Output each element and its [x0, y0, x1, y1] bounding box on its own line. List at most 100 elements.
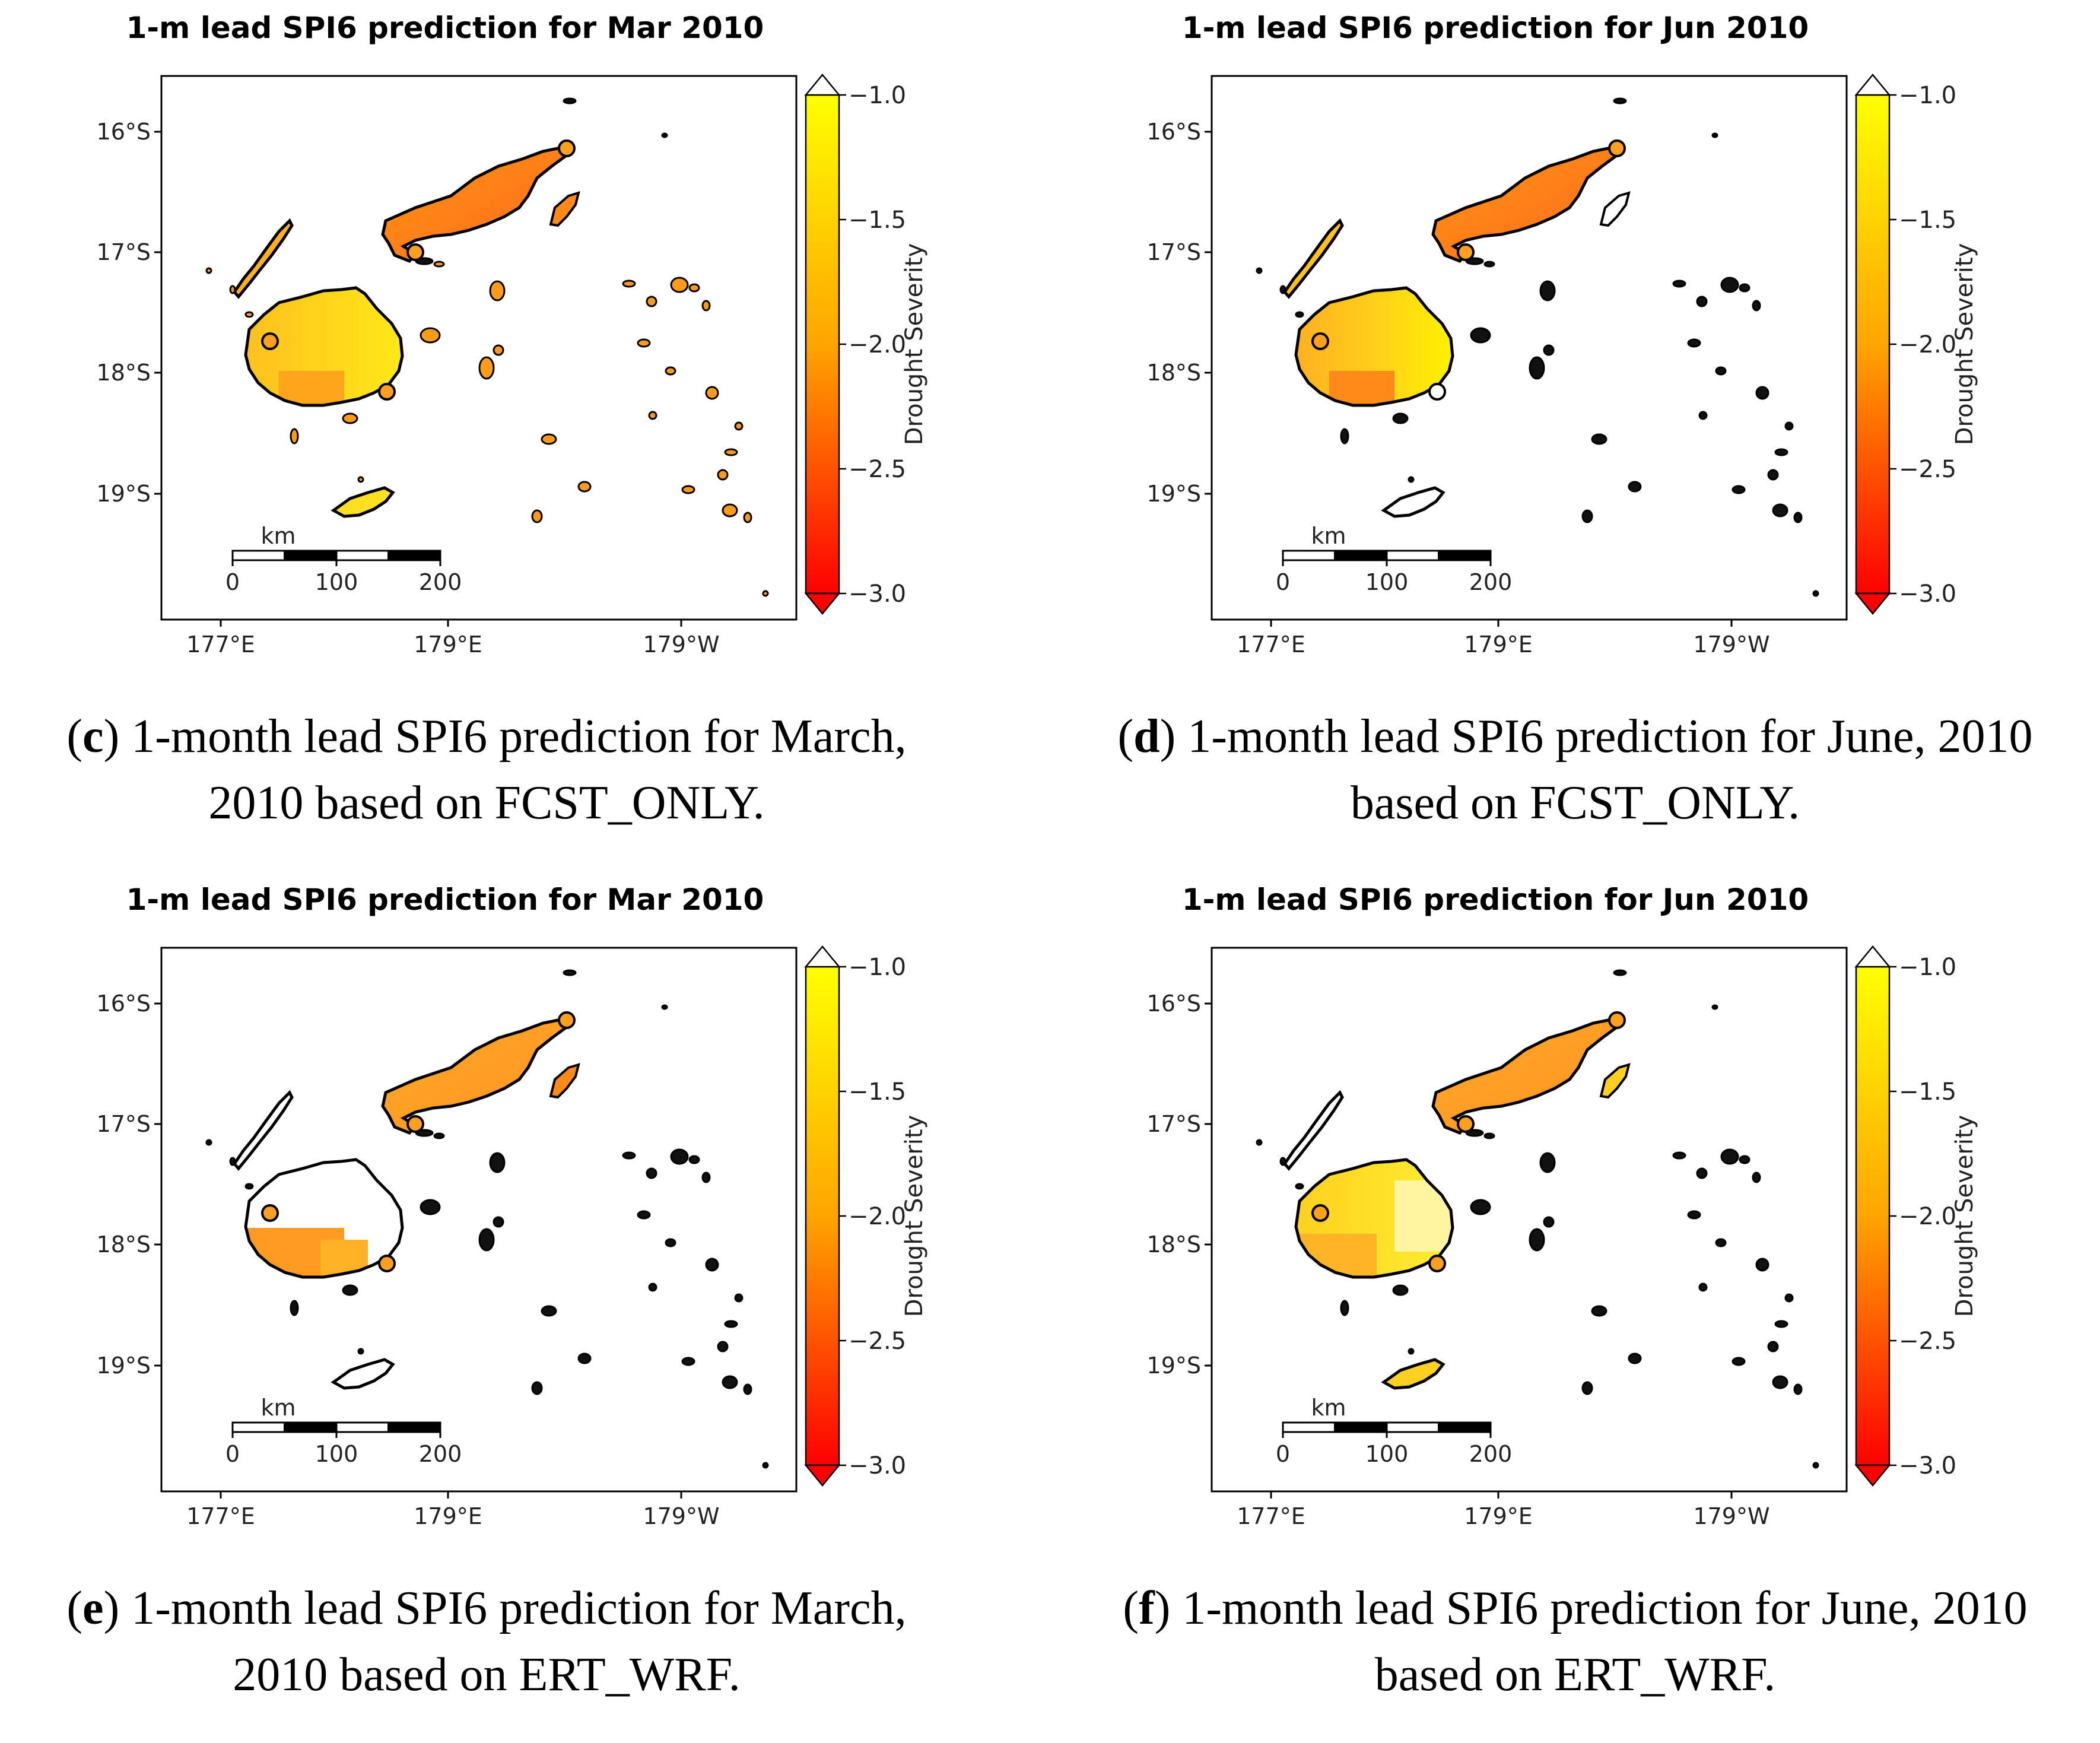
small-island — [646, 1167, 657, 1179]
small-island — [1392, 412, 1409, 424]
colorbar-extend-bottom — [804, 1464, 841, 1487]
small-island — [1772, 503, 1788, 517]
colorbar-extend-bottom — [1854, 1464, 1891, 1487]
scale-unit: km — [1311, 523, 1346, 549]
small-island — [1711, 132, 1718, 138]
plot-frame — [1211, 75, 1848, 621]
colorbar: −1.0 −1.5 −2.0 −2.5 −3.0 Drought Severity — [1854, 945, 1978, 1487]
colorbar-label: Drought Severity — [901, 1115, 928, 1317]
small-island — [734, 421, 744, 431]
lat-tick-label: 19°S — [97, 481, 151, 507]
lat-tick-label: 16°S — [97, 119, 151, 145]
caption-line-1: ) 1-month lead SPI6 prediction for June,… — [1159, 710, 2033, 763]
kadavu-island — [331, 486, 395, 518]
small-island — [577, 1353, 592, 1364]
map-area: 16°S 17°S 18°S 19°S 177°E 179°E 179°W km 0 100 200… — [97, 945, 928, 1529]
scale-label: 200 — [1469, 569, 1513, 595]
viti-levu-coast — [1294, 286, 1454, 407]
lon-tick-label: 177°E — [1237, 1503, 1305, 1529]
small-island — [1672, 1151, 1686, 1160]
map-area: 16°S 17°S 18°S 19°S 177°E 179°E 179°W km 0 100 200… — [97, 74, 928, 658]
small-island — [229, 1157, 236, 1166]
panel-e: 1-m lead SPI6 prediction for Mar 2010 16… — [0, 872, 1050, 1743]
lon-tick-label: 179°E — [1464, 1503, 1533, 1529]
lat-tick-label: 19°S — [1147, 481, 1201, 507]
small-island — [489, 1152, 506, 1173]
lat-tick-label: 16°S — [97, 990, 151, 1017]
figure-caption: (e) 1-month lead SPI6 prediction for Mar… — [66, 1582, 907, 1701]
scale-label: 0 — [1276, 1441, 1290, 1467]
colorbar-label: Drought Severity — [1951, 243, 1978, 446]
city-marker — [406, 1115, 424, 1133]
lat-tick-label: 18°S — [97, 1231, 151, 1258]
small-island — [563, 97, 577, 104]
small-island — [701, 300, 711, 312]
yasawa-islands — [1282, 1090, 1344, 1171]
scale-segment — [387, 1421, 441, 1433]
lon-tick-label: 179°E — [1464, 631, 1533, 658]
small-island — [762, 590, 769, 597]
lat-tick-label: 19°S — [1147, 1353, 1201, 1379]
scale-segment — [1334, 550, 1388, 561]
small-island — [1543, 344, 1555, 356]
colorbar-tick-label: −1.0 — [849, 82, 906, 109]
small-island — [1529, 356, 1545, 380]
small-island — [1279, 1157, 1286, 1166]
small-island — [734, 1293, 744, 1303]
small-island — [1698, 411, 1708, 420]
small-island — [1772, 1375, 1788, 1389]
scale-segment — [1386, 550, 1440, 561]
scale-bar: km 0 100 200 — [225, 523, 462, 595]
scale-label: 100 — [315, 1441, 358, 1467]
figure-caption: (d) 1-month lead SPI6 prediction for Jun… — [1117, 710, 2033, 829]
small-island — [705, 386, 719, 400]
scale-segment — [335, 550, 389, 561]
panel-f: 1-m lead SPI6 prediction for Jun 2010 16… — [1050, 872, 2100, 1743]
kadavu-island — [1381, 486, 1445, 518]
small-island — [290, 1300, 299, 1316]
small-island — [1581, 509, 1593, 523]
small-island — [724, 1320, 738, 1328]
map-figure: 16°S 17°S 18°S 19°S 177°E 179°E 179°W km 0 100 200… — [97, 74, 928, 658]
small-island — [622, 280, 636, 288]
small-island — [244, 311, 254, 318]
scale-label: 200 — [419, 569, 462, 595]
small-island — [717, 469, 729, 481]
small-island — [1715, 1238, 1727, 1247]
scale-label: 0 — [1276, 569, 1290, 595]
colorbar-tick-label: −3.0 — [1899, 1452, 1956, 1480]
small-island — [541, 433, 557, 445]
scale-label: 0 — [225, 1441, 240, 1467]
small-island — [1256, 267, 1263, 274]
small-island — [1628, 481, 1642, 493]
city-marker — [558, 139, 576, 157]
caption-line-2: 2010 based on ERT_WRF. — [233, 1649, 741, 1701]
colorbar-tick-label: −3.0 — [1899, 580, 1956, 608]
map-area: 16°S 17°S 18°S 19°S 177°E 179°E 179°W km 0 100 200… — [1147, 74, 1978, 658]
colorbar-tick-label: −1.5 — [849, 1078, 906, 1106]
caption-line-2: based on FCST_ONLY. — [1350, 777, 1800, 829]
small-island — [489, 280, 506, 301]
colorbar-tick-label: −1.0 — [1899, 954, 1956, 981]
small-island — [420, 1199, 441, 1215]
city-marker — [1457, 1115, 1475, 1133]
city-marker — [558, 1011, 576, 1029]
small-island — [541, 1305, 557, 1317]
small-island — [1739, 1155, 1750, 1164]
colorbar: −1.0 −1.5 −2.0 −2.5 −3.0 Drought Severity — [804, 74, 928, 615]
small-island — [205, 1139, 212, 1146]
small-island — [290, 428, 299, 445]
colorbar: −1.0 −1.5 −2.0 −2.5 −3.0 Drought Severity — [1854, 74, 1978, 615]
small-island — [1767, 1341, 1779, 1353]
figure-caption: (f) 1-month lead SPI6 prediction for Jun… — [1123, 1582, 2028, 1701]
small-island — [1812, 590, 1819, 597]
lon-tick-label: 177°E — [1237, 631, 1305, 658]
drought-patch — [1329, 371, 1394, 405]
lon-tick-label: 179°W — [1693, 631, 1769, 658]
small-island — [1774, 448, 1788, 456]
city-marker — [261, 332, 279, 350]
caption-line-1: ) 1-month lead SPI6 prediction for March… — [103, 1582, 907, 1634]
small-island — [637, 338, 651, 348]
colorbar-tick-label: −2.0 — [1899, 1203, 1956, 1230]
scale-segment — [1282, 550, 1336, 561]
